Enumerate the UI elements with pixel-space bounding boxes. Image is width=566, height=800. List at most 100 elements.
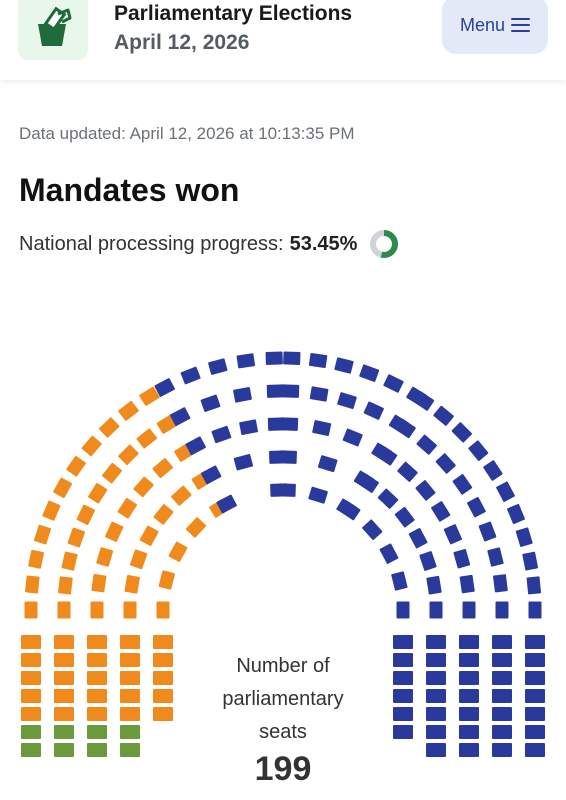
seat-blue [426,743,446,757]
seat-blue [267,417,286,431]
seat-blue [419,551,437,571]
seat-blue [452,474,473,495]
seat-blue [393,707,413,721]
seat-orange [153,689,173,703]
seat-blue [394,506,415,528]
seat-blue [413,391,435,411]
seat-blue [265,351,283,365]
seat-blue [308,353,328,368]
seat-orange [28,549,44,569]
parliament-seat-chart [21,351,545,757]
seat-blue [339,500,361,521]
seat-blue [236,353,256,369]
seat-orange [90,601,104,619]
seat-orange [34,524,51,545]
seat-blue [459,653,479,667]
ballot-box-icon [38,6,72,46]
seat-blue [426,689,446,703]
progress-ring-icon [370,230,399,258]
seat-blue [443,524,462,545]
seat-blue [453,548,471,569]
seat-blue [522,551,539,571]
seat-blue [379,543,399,564]
seat-blue [358,473,379,493]
seat-orange [156,601,170,619]
seat-blue [478,521,497,542]
seats-label: Number of parliamentary seats [222,655,344,743]
seat-blue [459,689,479,703]
seat-blue [433,405,454,426]
seat-blue [492,725,512,739]
seat-blue [459,635,479,649]
seat-blue [526,576,542,595]
seat-blue [359,364,380,382]
seat-blue [169,407,191,426]
seat-orange [152,458,173,479]
seat-blue [426,671,446,685]
seat-orange [25,575,40,594]
seat-orange [87,635,107,649]
seat-green [120,743,140,757]
seat-blue [200,465,222,485]
seat-blue [525,653,545,667]
seat-blue [376,446,398,466]
seat-blue [233,387,252,403]
seat-orange [105,521,124,542]
seat-blue [459,707,479,721]
seat-blue [429,601,443,619]
seat-blue [278,483,296,497]
seat-orange [21,707,41,721]
seat-orange [153,504,174,525]
seat-blue [426,653,446,667]
seat-orange [158,570,176,590]
seat-orange [156,414,178,434]
seat-blue [462,601,476,619]
seat-blue [216,494,237,514]
seat-blue [283,351,301,365]
seat-blue [154,378,175,397]
seat-blue [279,450,297,464]
seat-blue [496,481,515,502]
seat-blue [525,689,545,703]
seat-blue [308,486,328,504]
seat-blue [393,689,413,703]
seat-orange [54,707,74,721]
seat-blue [487,547,504,567]
seat-blue [408,527,428,549]
seat-orange [21,635,41,649]
seat-blue [467,496,486,518]
seat-blue [266,384,285,398]
seat-blue [468,440,489,461]
menu-label: Menu [459,14,506,35]
seat-orange [171,485,192,506]
seat-orange [81,435,102,457]
seat-blue [180,366,201,385]
seat-blue [397,461,418,482]
seat-orange [91,573,107,593]
seat-orange [87,671,107,685]
seat-blue [426,635,446,649]
seat-orange [133,476,154,498]
seat-blue [435,453,456,474]
progress-value: 53.45% [289,232,358,255]
seat-blue [492,653,512,667]
seat-orange [136,428,158,449]
seat-blue [415,480,436,501]
seat-orange [61,551,78,571]
seat-orange [42,500,61,521]
seat-green [54,725,74,739]
seat-orange [54,671,74,685]
seat-blue [362,519,383,540]
seat-orange [21,671,41,685]
seat-blue [492,689,512,703]
seat-orange [118,400,139,421]
seat-blue [383,374,404,393]
seat-blue [525,635,545,649]
election-date: April 12, 2026 [114,31,250,54]
menu-button[interactable]: Menu [442,0,548,54]
seat-orange [58,576,73,595]
seat-orange [153,653,173,667]
seat-orange [98,417,120,438]
seat-blue [395,418,416,439]
seat-orange [123,601,137,619]
